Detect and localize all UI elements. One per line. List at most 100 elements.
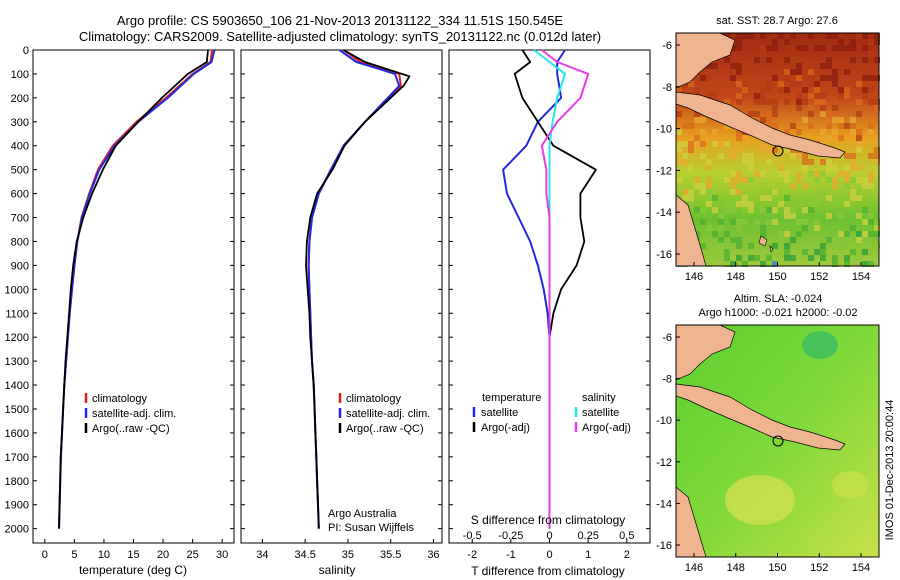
sst-pixel: [676, 87, 682, 93]
sst-pixel: [724, 201, 730, 207]
sst-pixel: [760, 141, 766, 147]
sst-pixel: [868, 213, 874, 219]
sst-pixel: [820, 189, 826, 195]
depth-tick-label: 200: [11, 93, 29, 105]
sst-pixel: [730, 261, 736, 267]
sst-pixel: [874, 105, 880, 111]
sst-pixel: [844, 237, 850, 243]
sst-pixel: [784, 171, 790, 177]
land-new-guinea: [675, 324, 736, 381]
sst-pixel: [766, 87, 772, 93]
sst-pixel: [694, 117, 700, 123]
depth-tick-label: 1800: [5, 476, 29, 488]
sst-pixel: [706, 225, 712, 231]
sst-pixel: [754, 57, 760, 63]
sst-pixel: [844, 255, 850, 261]
sst-pixel: [796, 81, 802, 87]
sst-pixel: [766, 207, 772, 213]
sst-pixel: [766, 117, 772, 123]
sst-pixel: [718, 219, 724, 225]
sst-pixel: [766, 189, 772, 195]
map-y-tick-label: -8: [662, 374, 672, 386]
legend-label-s-satellite: satellite: [582, 407, 619, 419]
sla-map-axes: -6 -8 -10 -12 -14 -16 146 148 150 152 154: [656, 332, 870, 574]
map-y-tick-label: -12: [656, 457, 672, 469]
sst-pixel: [748, 243, 754, 249]
sst-pixel: [874, 231, 880, 237]
difference-x-axes: -2 -1 0 1 2 -0.5 -0.25 0 0.25 0.5: [463, 530, 635, 561]
map-x-tick-label: 148: [727, 562, 745, 574]
depth-tick-label: 1700: [5, 452, 29, 464]
sst-pixel: [814, 93, 820, 99]
sst-pixel: [784, 249, 790, 255]
sst-pixel: [688, 81, 694, 87]
sst-pixel: [814, 81, 820, 87]
sst-pixel: [754, 111, 760, 117]
sst-pixel: [850, 249, 856, 255]
sst-pixel: [706, 165, 712, 171]
sst-pixel: [694, 111, 700, 117]
sst-pixel: [826, 213, 832, 219]
s-tick-label: -0.25: [498, 530, 523, 542]
x-tick-label: 35.5: [380, 549, 401, 561]
sst-pixel: [808, 123, 814, 129]
sst-pixel: [736, 135, 742, 141]
depth-tick-label: 2000: [5, 524, 29, 536]
sst-pixel: [784, 195, 790, 201]
sst-pixel: [826, 63, 832, 69]
sst-pixel: [790, 123, 796, 129]
sst-pixel: [802, 159, 808, 165]
sst-pixel: [868, 123, 874, 129]
sst-pixel: [838, 87, 844, 93]
map-x-tick-label: 146: [685, 271, 703, 283]
sst-pixel: [874, 219, 880, 225]
sst-pixel: [718, 153, 724, 159]
x-tick-label: 0: [546, 549, 552, 561]
sst-pixel: [772, 243, 778, 249]
sst-pixel: [832, 75, 838, 81]
sst-pixel: [862, 219, 868, 225]
sst-pixel: [796, 129, 802, 135]
sst-pixel: [748, 177, 754, 183]
sst-pixel: [748, 165, 754, 171]
map-y-tick-label: -8: [662, 82, 672, 94]
sst-pixel: [844, 93, 850, 99]
sst-pixel: [730, 207, 736, 213]
sst-pixel: [736, 189, 742, 195]
sst-pixel: [748, 111, 754, 117]
sst-pixel: [766, 123, 772, 129]
map-y-tick-label: -14: [656, 207, 672, 219]
sst-pixel: [856, 213, 862, 219]
sst-pixel: [856, 63, 862, 69]
sst-pixel: [694, 177, 700, 183]
sst-pixel: [766, 237, 772, 243]
sst-pixel: [838, 231, 844, 237]
sst-pixel: [760, 231, 766, 237]
sst-pixel: [760, 99, 766, 105]
sst-pixel: [802, 249, 808, 255]
sst-pixel: [778, 171, 784, 177]
sst-map: [675, 32, 880, 267]
sst-pixel: [874, 243, 880, 249]
sst-pixel: [832, 117, 838, 123]
sst-pixel: [724, 249, 730, 255]
sst-pixel: [736, 243, 742, 249]
sst-pixel: [838, 123, 844, 129]
sst-pixel: [772, 45, 778, 51]
sst-pixel: [694, 207, 700, 213]
sst-pixel: [730, 219, 736, 225]
sst-pixel: [844, 87, 850, 93]
sst-pixel: [772, 261, 778, 267]
sst-pixel: [724, 123, 730, 129]
depth-tick-label: 1200: [5, 332, 29, 344]
sst-pixel: [826, 159, 832, 165]
sst-pixel: [844, 201, 850, 207]
sst-pixel: [772, 105, 778, 111]
sst-pixel: [808, 159, 814, 165]
sst-pixel: [790, 237, 796, 243]
sst-pixel: [706, 75, 712, 81]
sst-pixel-noise: [676, 33, 880, 267]
sst-pixel: [868, 261, 874, 267]
sst-pixel: [874, 159, 880, 165]
sst-pixel: [820, 111, 826, 117]
